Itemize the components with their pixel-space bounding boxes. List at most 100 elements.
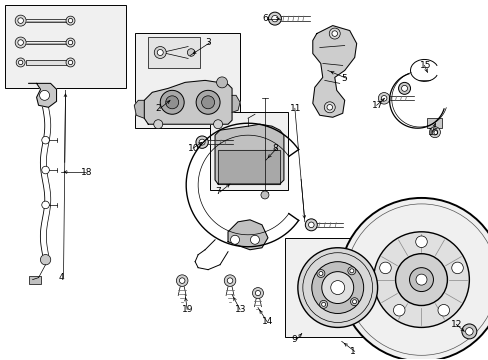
Circle shape	[255, 291, 260, 296]
Circle shape	[316, 270, 324, 278]
Circle shape	[41, 166, 49, 174]
Circle shape	[465, 328, 472, 335]
Circle shape	[401, 85, 407, 91]
Text: 7: 7	[215, 188, 221, 197]
Circle shape	[160, 90, 184, 114]
Circle shape	[347, 267, 355, 275]
Circle shape	[350, 298, 358, 306]
Circle shape	[308, 222, 313, 228]
Circle shape	[18, 18, 23, 23]
Circle shape	[271, 15, 278, 22]
Circle shape	[230, 235, 239, 244]
Circle shape	[176, 275, 187, 287]
Text: 1: 1	[349, 347, 355, 356]
Text: 12: 12	[450, 320, 462, 329]
Circle shape	[415, 274, 426, 285]
Bar	[135, 32, 240, 128]
Circle shape	[19, 60, 23, 65]
Circle shape	[66, 16, 75, 25]
Circle shape	[216, 77, 227, 88]
Text: 11: 11	[289, 104, 301, 113]
Text: 8: 8	[271, 144, 277, 153]
Circle shape	[379, 262, 390, 274]
Circle shape	[461, 324, 476, 339]
Circle shape	[68, 60, 73, 65]
Circle shape	[339, 198, 488, 360]
Circle shape	[187, 49, 195, 56]
Text: 13: 13	[235, 305, 246, 314]
Circle shape	[297, 248, 377, 328]
Bar	[5, 5, 126, 88]
Circle shape	[330, 280, 344, 294]
Polygon shape	[215, 124, 284, 184]
Text: 3: 3	[204, 38, 210, 47]
Circle shape	[395, 254, 447, 306]
Text: 18: 18	[81, 167, 92, 176]
Circle shape	[321, 272, 353, 303]
Circle shape	[324, 102, 335, 113]
Text: 17: 17	[371, 101, 383, 110]
Polygon shape	[144, 80, 232, 124]
Bar	[26, 60, 70, 65]
Polygon shape	[218, 150, 279, 184]
Text: 14: 14	[262, 317, 273, 326]
Circle shape	[268, 12, 281, 25]
Circle shape	[66, 38, 75, 47]
Circle shape	[252, 288, 263, 298]
Text: 4: 4	[59, 273, 64, 282]
Circle shape	[352, 300, 356, 304]
Circle shape	[224, 275, 235, 287]
Circle shape	[393, 305, 404, 316]
Circle shape	[398, 82, 410, 94]
Circle shape	[16, 58, 25, 67]
Circle shape	[311, 262, 363, 314]
Circle shape	[328, 28, 340, 39]
Circle shape	[68, 40, 73, 45]
Text: 10: 10	[188, 144, 199, 153]
Circle shape	[199, 139, 204, 145]
Circle shape	[381, 95, 386, 101]
Circle shape	[408, 268, 432, 292]
Polygon shape	[134, 100, 144, 118]
Text: 5: 5	[341, 74, 347, 83]
Text: 15: 15	[419, 61, 430, 70]
Circle shape	[41, 136, 49, 144]
Circle shape	[305, 219, 317, 231]
Circle shape	[349, 269, 353, 273]
Circle shape	[261, 191, 268, 199]
Circle shape	[326, 104, 332, 110]
Circle shape	[154, 46, 166, 58]
Text: 2: 2	[155, 104, 161, 113]
Polygon shape	[232, 95, 240, 112]
Circle shape	[66, 58, 75, 67]
Circle shape	[451, 262, 462, 274]
Bar	[29, 276, 41, 284]
Circle shape	[378, 93, 389, 104]
Circle shape	[41, 255, 51, 265]
Circle shape	[18, 40, 23, 45]
Circle shape	[40, 90, 49, 100]
Circle shape	[196, 136, 208, 148]
Circle shape	[318, 271, 322, 275]
Text: 19: 19	[182, 305, 193, 314]
Circle shape	[157, 50, 163, 55]
Circle shape	[415, 236, 427, 248]
Circle shape	[153, 120, 163, 129]
Circle shape	[179, 278, 184, 283]
Circle shape	[331, 31, 337, 36]
Circle shape	[428, 127, 440, 138]
Circle shape	[15, 15, 26, 26]
Text: 6: 6	[262, 14, 267, 23]
Circle shape	[196, 90, 220, 114]
Polygon shape	[29, 84, 57, 107]
Bar	[148, 37, 200, 68]
Bar	[285, 238, 389, 337]
Circle shape	[319, 300, 327, 309]
Circle shape	[373, 232, 468, 328]
Polygon shape	[312, 26, 356, 117]
Circle shape	[250, 235, 259, 244]
Circle shape	[213, 120, 222, 129]
Circle shape	[227, 278, 232, 283]
Circle shape	[321, 302, 325, 306]
Bar	[427, 118, 442, 128]
